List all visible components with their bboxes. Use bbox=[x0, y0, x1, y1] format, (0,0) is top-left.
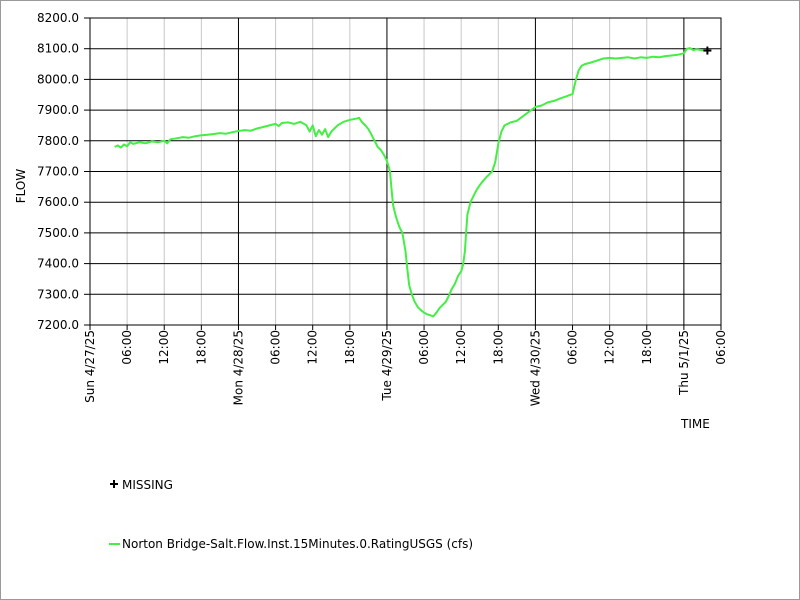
missing-marker bbox=[703, 46, 712, 55]
y-tick-label: 8200.0 bbox=[37, 11, 79, 25]
x-tick-label: 06:00 bbox=[566, 330, 580, 365]
legend-series: Norton Bridge-Salt.Flow.Inst.15Minutes.0… bbox=[109, 537, 473, 551]
x-tick-label: 18:00 bbox=[194, 330, 208, 365]
series-layer bbox=[114, 47, 706, 318]
y-tick-label: 7300.0 bbox=[37, 287, 79, 301]
x-tick-label: 06:00 bbox=[269, 330, 283, 365]
y-axis-title: FLOW bbox=[14, 169, 28, 204]
y-tick-label: 8000.0 bbox=[37, 72, 79, 86]
x-tick-labels: Sun 4/27/25 06:00 12:00 18:00 Mon 4/28/25 06:… bbox=[83, 325, 728, 406]
y-tick-label: 7700.0 bbox=[37, 165, 79, 179]
x-tick-label: Thu 5/1/25 bbox=[677, 330, 691, 396]
y-tick-labels: 7200.0 7300.0 7400.0 7500.0 7600.0 7700.0 7800… bbox=[37, 11, 90, 332]
x-tick-label: 12:00 bbox=[157, 330, 171, 365]
legend-series-label: Norton Bridge-Salt.Flow.Inst.15Minutes.0… bbox=[122, 537, 473, 551]
legend-missing: MISSING bbox=[110, 478, 173, 492]
x-tick-label: Mon 4/28/25 bbox=[231, 330, 245, 405]
x-tick-label: 12:00 bbox=[454, 330, 468, 365]
y-tick-label: 7900.0 bbox=[37, 103, 79, 117]
x-tick-label: Tue 4/29/25 bbox=[380, 330, 394, 402]
x-tick-label: Sun 4/27/25 bbox=[83, 330, 97, 403]
x-tick-label: 18:00 bbox=[343, 330, 357, 365]
x-tick-label: 06:00 bbox=[417, 330, 431, 365]
x-axis-title: TIME bbox=[680, 417, 710, 431]
x-tick-label: 18:00 bbox=[491, 330, 505, 365]
y-tick-label: 7800.0 bbox=[37, 134, 79, 148]
x-tick-label: Wed 4/30/25 bbox=[528, 330, 542, 406]
y-tick-label: 7200.0 bbox=[37, 318, 79, 332]
y-tick-label: 7400.0 bbox=[37, 257, 79, 271]
marker-layer bbox=[703, 46, 712, 55]
x-tick-label: 18:00 bbox=[640, 330, 654, 365]
x-tick-label: 12:00 bbox=[603, 330, 617, 365]
y-tick-label: 8100.0 bbox=[37, 42, 79, 56]
x-tick-label: 06:00 bbox=[714, 330, 728, 365]
y-tick-label: 7500.0 bbox=[37, 226, 79, 240]
y-tick-label: 7600.0 bbox=[37, 195, 79, 209]
x-tick-label: 12:00 bbox=[306, 330, 320, 365]
series-line bbox=[114, 47, 706, 318]
plus-marker-icon bbox=[110, 480, 118, 488]
x-tick-label: 06:00 bbox=[120, 330, 134, 365]
legend-missing-label: MISSING bbox=[122, 478, 173, 492]
